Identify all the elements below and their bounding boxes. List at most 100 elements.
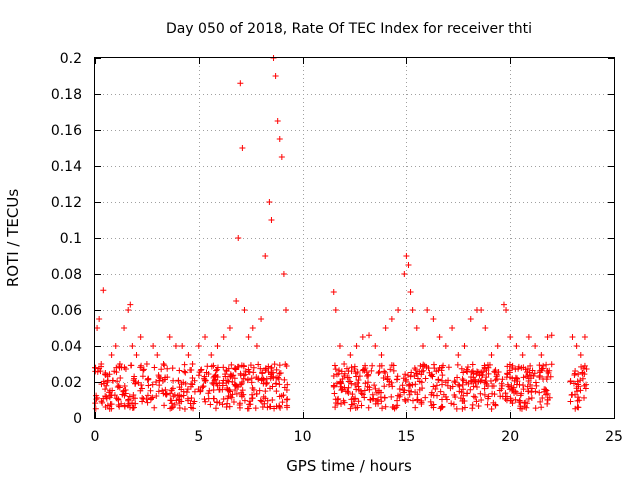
- background-data-point: [183, 389, 190, 396]
- background-data-point: [471, 376, 478, 383]
- y-tick-label: 0.1: [60, 231, 82, 247]
- background-data-point: [332, 404, 339, 411]
- background-data-point: [191, 377, 198, 384]
- background-data-point: [262, 367, 269, 374]
- background-data-point: [494, 372, 501, 379]
- background-data-point: [149, 394, 156, 401]
- background-data-point: [201, 376, 208, 383]
- background-data-point: [478, 396, 485, 403]
- background-data-point: [469, 405, 476, 412]
- background-data-point: [249, 384, 256, 391]
- data-point: [121, 325, 128, 331]
- y-tick-label: 0.12: [51, 195, 82, 211]
- background-data-point: [394, 373, 401, 380]
- background-data-point: [477, 390, 484, 397]
- background-data-point: [486, 361, 493, 368]
- background-data-point: [145, 376, 152, 383]
- background-data-point: [168, 387, 175, 394]
- background-data-point: [257, 365, 264, 372]
- background-data-point: [482, 377, 489, 384]
- data-point: [226, 325, 233, 331]
- background-data-point: [269, 383, 276, 390]
- data-point: [245, 334, 252, 340]
- data-point: [276, 136, 283, 142]
- background-data-point: [381, 383, 388, 390]
- background-data-point: [354, 379, 361, 386]
- background-data-point: [481, 365, 488, 372]
- background-data-point: [579, 369, 586, 376]
- background-data-point: [472, 380, 479, 387]
- data-point: [116, 361, 123, 367]
- background-data-point: [527, 372, 534, 379]
- background-data-point: [331, 362, 338, 369]
- background-data-point: [538, 404, 545, 411]
- data-point: [137, 334, 144, 340]
- background-data-point: [153, 392, 160, 399]
- background-data-point: [197, 367, 204, 374]
- background-data-point: [362, 380, 369, 387]
- background-data-point: [121, 383, 128, 390]
- background-data-point: [227, 393, 234, 400]
- background-data-point: [541, 388, 548, 395]
- data-point: [407, 289, 414, 295]
- background-data-point: [211, 373, 218, 380]
- background-data-point: [189, 381, 196, 388]
- background-data-point: [576, 397, 583, 404]
- background-data-point: [574, 378, 581, 385]
- data-point: [208, 352, 215, 358]
- background-data-point: [170, 377, 177, 384]
- background-data-point: [276, 362, 283, 369]
- background-data-point: [470, 370, 477, 377]
- background-data-point: [195, 372, 202, 379]
- background-data-point: [525, 375, 532, 382]
- data-point: [280, 271, 287, 277]
- background-data-point: [184, 395, 191, 402]
- background-data-point: [223, 367, 230, 374]
- background-data-point: [212, 376, 219, 383]
- background-data-point: [456, 383, 463, 390]
- background-data-point: [276, 402, 283, 409]
- background-data-point: [355, 398, 362, 405]
- data-point: [129, 343, 136, 349]
- background-data-point: [156, 377, 163, 384]
- background-data-point: [163, 391, 170, 398]
- background-data-point: [402, 371, 409, 378]
- y-axis-label: ROTI / TECUs: [4, 189, 22, 287]
- background-data-point: [475, 402, 482, 409]
- background-data-point: [544, 400, 551, 407]
- data-point: [401, 271, 408, 277]
- background-data-point: [231, 375, 238, 382]
- data-point: [538, 352, 545, 358]
- background-data-point: [456, 388, 463, 395]
- background-data-point: [264, 397, 271, 404]
- background-data-point: [266, 403, 273, 410]
- data-point: [449, 325, 456, 331]
- background-data-point: [406, 381, 413, 388]
- background-data-point: [211, 395, 218, 402]
- background-data-point: [220, 396, 227, 403]
- data-point: [239, 145, 246, 151]
- background-data-point: [337, 378, 344, 385]
- background-data-point: [362, 362, 369, 369]
- data-point: [478, 307, 485, 313]
- background-data-point: [573, 385, 580, 392]
- background-data-point: [259, 404, 266, 411]
- data-point: [100, 287, 107, 294]
- data-point: [420, 343, 427, 349]
- chart-title: Day 050 of 2018, Rate Of TEC Index for r…: [166, 21, 532, 37]
- data-point: [241, 307, 248, 313]
- background-data-point: [188, 394, 195, 401]
- background-data-point: [386, 381, 393, 388]
- data-point: [282, 307, 289, 313]
- background-data-point: [256, 387, 263, 394]
- data-point: [525, 334, 532, 340]
- background-data-point: [437, 388, 444, 395]
- background-data-point: [408, 369, 415, 376]
- background-data-point: [375, 370, 382, 377]
- background-data-point: [435, 376, 442, 383]
- background-data-point: [201, 396, 208, 403]
- background-data-point: [507, 395, 514, 402]
- background-data-point: [409, 397, 416, 404]
- background-data-point: [361, 387, 368, 394]
- background-data-point: [277, 369, 284, 376]
